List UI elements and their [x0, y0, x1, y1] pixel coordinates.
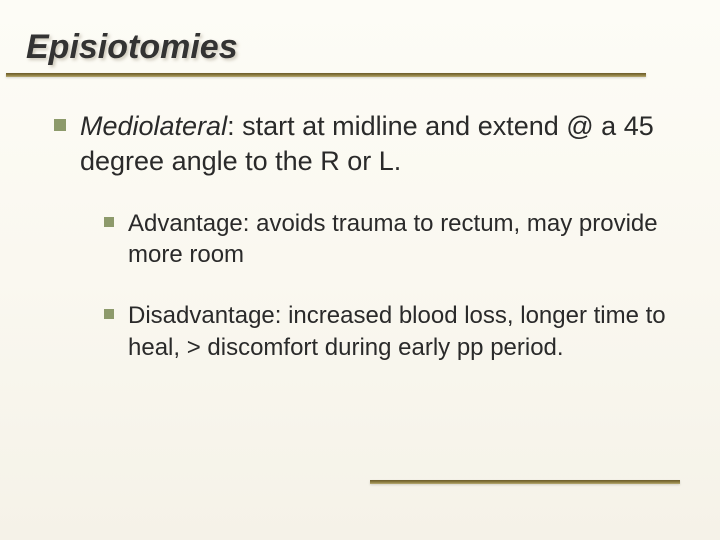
sub-bullet-list: Advantage: avoids trauma to rectum, may …	[54, 200, 672, 363]
bullet-level2: Advantage: avoids trauma to rectum, may …	[104, 208, 672, 270]
bullet-level1-text: Mediolateral: start at midline and exten…	[80, 109, 672, 178]
content-area: Mediolateral: start at midline and exten…	[24, 77, 680, 363]
slide: Episiotomies Mediolateral: start at midl…	[0, 0, 720, 540]
square-bullet-icon	[104, 217, 114, 227]
horizontal-rule-bottom	[370, 480, 680, 484]
square-bullet-icon	[104, 309, 114, 319]
slide-title: Episiotomies	[24, 28, 680, 67]
bullet-level2: Disadvantage: increased blood loss, long…	[104, 300, 672, 362]
bullet-level2-text: Disadvantage: increased blood loss, long…	[128, 300, 672, 362]
bullet-level1: Mediolateral: start at midline and exten…	[54, 109, 672, 178]
term-italic: Mediolateral	[80, 111, 227, 141]
square-bullet-icon	[54, 119, 66, 131]
bullet-level2-text: Advantage: avoids trauma to rectum, may …	[128, 208, 672, 270]
